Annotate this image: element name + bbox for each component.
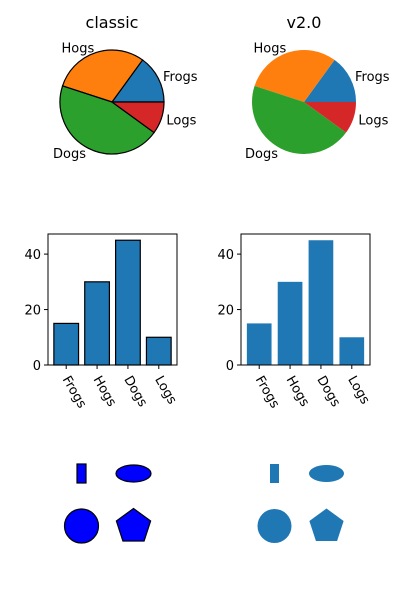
x-tick-label-frogs: Frogs [59,374,89,412]
y-tick-label: 20 [217,304,234,319]
patches-classic [63,463,152,544]
pie-label-logs: Logs [358,114,388,129]
bar-hogs [277,281,303,365]
bar-logs [145,336,172,366]
pie-label-frogs: Frogs [163,70,198,85]
bar-dogs [308,240,334,365]
pie-slice-logs [110,101,165,134]
rectangle-patch [270,464,279,483]
pie-slice-logs [304,102,356,133]
bar-frogs [246,323,272,365]
bar-frogs [53,322,80,366]
x-tick-label-hogs: Hogs [283,374,312,410]
x-tick-label-logs: Logs [151,374,179,408]
pie-slice-hogs [61,49,144,103]
bar-logs [339,337,365,365]
pentagon-patch [309,508,344,542]
ellipse-patch [115,464,152,483]
patches-v2.0 [257,464,344,543]
pie-label-dogs: Dogs [245,147,278,162]
circle-patch [257,509,292,543]
pie-label-dogs: Dogs [53,147,86,162]
x-tick-label-hogs: Hogs [90,374,119,410]
x-tick-label-logs: Logs [344,374,372,408]
y-tick-label: 40 [217,248,234,263]
y-tick-label: 40 [24,248,41,263]
pie-title: classic [86,13,139,32]
rectangle-patch [76,463,87,484]
y-tick-label: 20 [24,304,41,319]
pie-chart-classic: classic Frogs Hogs Dogs Logs [53,13,198,162]
pie-slice-dogs [59,85,155,155]
pentagon-patch [115,507,152,542]
ellipse-patch [309,465,344,482]
bar-hogs [84,281,111,366]
pie-slice-hogs [254,50,335,102]
pie-slice-frogs [304,59,356,102]
pie-label-frogs: Frogs [355,70,390,85]
pie-label-hogs: Hogs [254,42,287,57]
pie-label-logs: Logs [166,114,196,129]
y-tick-label: 0 [33,359,41,374]
bar-chart-classic: Frogs Hogs Dogs Logs 0 20 40 [24,233,179,412]
x-tick-label-dogs: Dogs [313,374,343,410]
pie-slice-dogs [252,85,347,154]
x-tick-label-frogs: Frogs [252,374,282,412]
pie-chart-v2.0: v2.0 Frogs Hogs Dogs Logs [245,13,390,162]
circle-patch [63,508,100,544]
bar-dogs [114,239,141,366]
axes-frame [240,233,371,366]
pie-label-hogs: Hogs [62,42,95,57]
x-tick-label-dogs: Dogs [120,374,150,410]
y-tick-label: 0 [226,359,234,374]
pie-title: v2.0 [287,13,322,32]
axes-frame [47,233,178,366]
bar-chart-v2.0: Frogs Hogs Dogs Logs 0 20 40 [217,233,372,412]
pie-slice-frogs [110,59,165,103]
